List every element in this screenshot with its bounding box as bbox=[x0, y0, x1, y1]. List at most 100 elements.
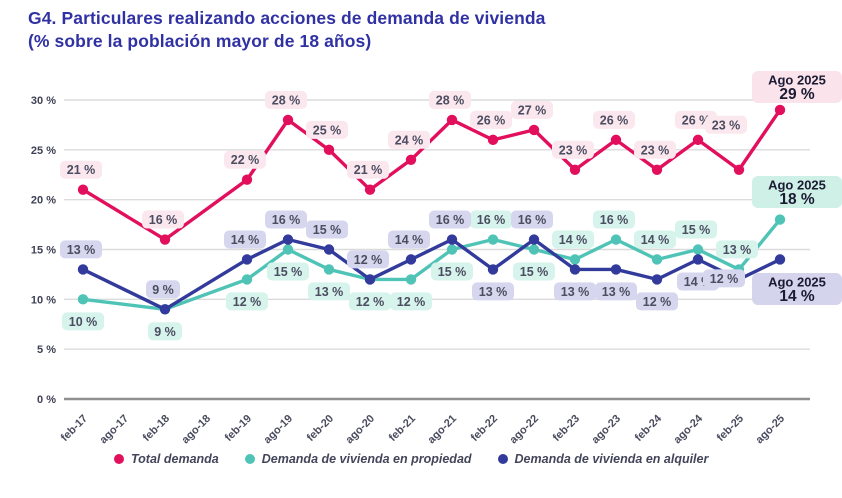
value-label: 14 % bbox=[395, 233, 424, 247]
value-label: 9 % bbox=[154, 325, 176, 339]
value-label-box bbox=[429, 210, 471, 229]
data-point-demanda-de-vivienda-en-alquiler bbox=[241, 254, 253, 265]
value-label: 15 % bbox=[520, 265, 549, 279]
x-axis-label: feb-24 bbox=[633, 412, 665, 444]
value-label-box bbox=[349, 292, 391, 311]
value-label: 23 % bbox=[559, 143, 588, 157]
value-label: 13 % bbox=[479, 285, 508, 299]
y-axis-label: 0 % bbox=[37, 394, 56, 406]
x-axis-label: feb-23 bbox=[551, 413, 582, 444]
x-axis-label: ago-25 bbox=[754, 413, 788, 446]
data-point-demanda-de-vivienda-en-alquiler bbox=[774, 254, 786, 265]
value-labels-demanda-de-vivienda-en-alquiler: 13 % 9 % 14 % 16 % 15 % 12 % 14 % 16 % 13 % 16 % 1… bbox=[60, 210, 745, 311]
data-point-total-demanda bbox=[651, 164, 663, 175]
annotation-box bbox=[752, 176, 842, 208]
legend-dot-demanda-propiedad bbox=[244, 454, 255, 464]
value-label-box bbox=[511, 100, 553, 119]
data-point-demanda-de-vivienda-en-alquiler bbox=[364, 274, 376, 285]
value-label-box bbox=[226, 292, 268, 311]
data-point-total-demanda bbox=[610, 134, 622, 146]
value-label-box bbox=[142, 210, 184, 229]
value-label: 15 % bbox=[438, 265, 467, 279]
value-label: 16 % bbox=[149, 213, 178, 227]
data-point-demanda-de-vivienda-en-alquiler bbox=[159, 304, 171, 315]
x-axis-label: ago-20 bbox=[344, 413, 378, 446]
value-label: 13 % bbox=[67, 243, 96, 257]
value-label: 13 % bbox=[561, 285, 590, 299]
value-label: 14 % bbox=[559, 233, 588, 247]
data-point-demanda-de-vivienda-en-propiedad bbox=[692, 244, 704, 255]
value-label-box bbox=[431, 262, 473, 281]
value-label-box bbox=[224, 230, 266, 249]
value-label: 28 % bbox=[436, 93, 465, 107]
data-point-demanda-de-vivienda-en-alquiler bbox=[77, 264, 89, 275]
x-axis-label: feb-20 bbox=[305, 413, 336, 444]
data-point-demanda-de-vivienda-en-propiedad bbox=[610, 234, 622, 245]
value-label-box bbox=[429, 90, 471, 109]
value-label: 10 % bbox=[69, 315, 98, 329]
value-label: 15 % bbox=[274, 265, 303, 279]
value-label-box bbox=[595, 282, 637, 301]
legend-item-demanda-propiedad: Demanda de vivienda en propiedad bbox=[244, 452, 472, 466]
data-point-demanda-de-vivienda-en-alquiler bbox=[405, 254, 417, 265]
annotation-value: 29 % bbox=[779, 86, 815, 103]
data-point-demanda-de-vivienda-en-alquiler bbox=[528, 234, 540, 245]
value-label: 23 % bbox=[641, 143, 670, 157]
value-label: 22 % bbox=[231, 153, 260, 167]
data-point-demanda-de-vivienda-en-propiedad bbox=[569, 254, 581, 265]
data-point-demanda-de-vivienda-en-alquiler bbox=[651, 274, 663, 285]
legend-label-total-demanda: Total demanda bbox=[131, 452, 219, 466]
legend-item-demanda-alquiler: Demanda de vivienda en alquiler bbox=[497, 452, 708, 466]
value-label: 26 % bbox=[682, 113, 711, 127]
value-label-box bbox=[593, 210, 635, 229]
data-point-total-demanda bbox=[733, 164, 745, 175]
value-label: 16 % bbox=[600, 213, 629, 227]
value-label: 9 % bbox=[152, 283, 174, 297]
value-label-box bbox=[60, 160, 102, 179]
value-label-box bbox=[513, 262, 555, 281]
data-point-demanda-de-vivienda-en-alquiler bbox=[569, 264, 581, 275]
value-label-box bbox=[308, 282, 350, 301]
annotation-value: 14 % bbox=[779, 288, 815, 305]
value-label: 12 % bbox=[233, 295, 262, 309]
data-point-demanda-de-vivienda-en-propiedad bbox=[651, 254, 663, 265]
value-label: 15 % bbox=[313, 223, 342, 237]
value-label-box bbox=[62, 312, 104, 331]
value-label: 21 % bbox=[354, 163, 383, 177]
value-label: 16 % bbox=[272, 213, 301, 227]
x-axis-label: ago-23 bbox=[590, 413, 624, 446]
value-label: 16 % bbox=[518, 213, 547, 227]
y-axis-label: 10 % bbox=[31, 294, 56, 306]
value-label-box bbox=[265, 90, 307, 109]
series-line-total-demanda bbox=[81, 108, 782, 242]
data-point-demanda-de-vivienda-en-propiedad bbox=[528, 244, 540, 255]
value-labels-demanda-de-vivienda-en-propiedad: 10 %9 %12 %15 %13 %12 % 12 %15 %16 %15 %1… bbox=[62, 210, 758, 341]
value-label-box bbox=[148, 322, 182, 341]
value-label-box bbox=[511, 210, 553, 229]
value-label-box bbox=[593, 110, 635, 129]
line-chart: 0 %5 %10 %15 %20 %25 %30 %feb-17 ago-17 fe… bbox=[31, 71, 842, 446]
value-label: 14 % bbox=[231, 233, 260, 247]
data-point-demanda-de-vivienda-en-alquiler bbox=[282, 234, 294, 245]
annotation-value: 18 % bbox=[779, 191, 815, 208]
value-label: 13 % bbox=[315, 285, 344, 299]
data-point-total-demanda bbox=[487, 134, 499, 146]
data-point-total-demanda bbox=[159, 234, 171, 245]
data-point-total-demanda bbox=[77, 184, 89, 195]
legend: Total demanda Demanda de vivienda en pro… bbox=[114, 452, 708, 466]
x-axis-label: ago-22 bbox=[508, 413, 542, 446]
value-label-box bbox=[554, 282, 596, 301]
annotation-title: Ago 2025 bbox=[768, 275, 826, 290]
x-axis-label: feb-17 bbox=[59, 413, 90, 444]
value-label-box bbox=[390, 292, 432, 311]
value-label-box bbox=[306, 120, 348, 139]
value-label-box bbox=[265, 210, 307, 229]
value-label: 24 % bbox=[395, 133, 424, 147]
value-label: 28 % bbox=[272, 93, 301, 107]
y-axis-label: 25 % bbox=[31, 145, 56, 157]
data-point-demanda-de-vivienda-en-alquiler bbox=[610, 264, 622, 275]
data-point-demanda-de-vivienda-en-propiedad bbox=[323, 264, 335, 275]
value-label: 23 % bbox=[712, 118, 741, 132]
